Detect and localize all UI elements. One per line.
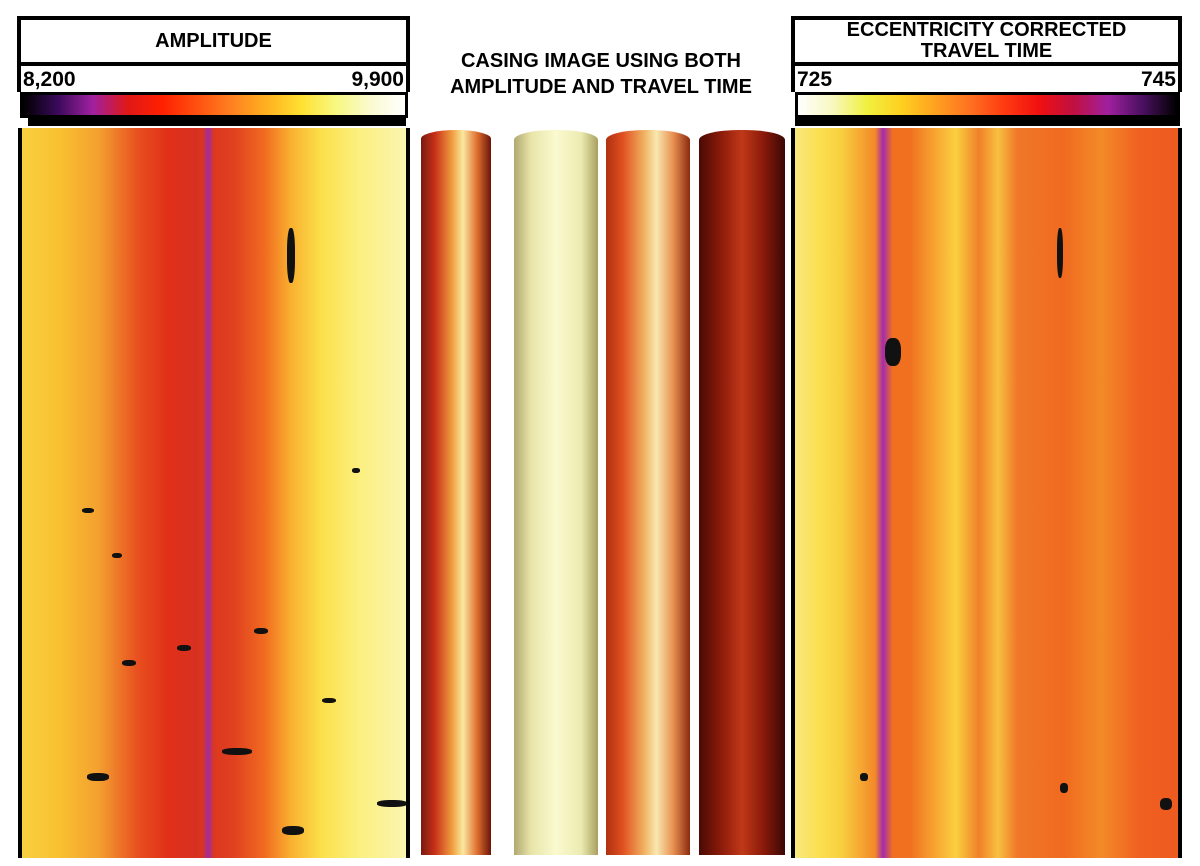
- amplitude-title: AMPLITUDE: [155, 29, 272, 52]
- pit-mark: [122, 660, 136, 666]
- amplitude-scale-labels: 8,200 9,900: [17, 66, 410, 92]
- pit-mark: [1060, 783, 1068, 793]
- casing-title-line1: CASING IMAGE USING BOTH: [460, 50, 741, 72]
- casing-cylinder-2: [514, 130, 598, 855]
- casing-cylinder-4: [699, 130, 785, 855]
- pit-mark: [377, 800, 406, 807]
- pit-mark: [82, 508, 94, 513]
- travel-time-color-scale: [795, 92, 1180, 118]
- pit-mark: [282, 826, 304, 835]
- travel-time-scale-labels: 725 745: [791, 66, 1182, 92]
- pit-mark: [352, 468, 360, 473]
- travel-time-title-line1: ECCENTRICITY CORRECTED: [846, 19, 1127, 41]
- pit-mark: [885, 338, 901, 366]
- pit-mark: [287, 228, 295, 283]
- amplitude-scale-min: 8,200: [23, 68, 76, 91]
- amplitude-color-scale: [20, 92, 408, 118]
- pit-mark: [177, 645, 191, 651]
- pit-mark: [112, 553, 122, 558]
- pit-mark: [1057, 228, 1063, 278]
- casing-title: CASING IMAGE USING BOTH AMPLITUDE AND TR…: [412, 48, 790, 100]
- casing-cylinder-1: [421, 130, 491, 855]
- pit-mark: [322, 698, 336, 703]
- pit-mark: [254, 628, 268, 634]
- travel-time-divider: [795, 118, 1180, 126]
- pit-mark: [87, 773, 109, 781]
- pit-mark: [222, 748, 252, 755]
- amplitude-scale-max: 9,900: [351, 68, 404, 91]
- travel-time-title-line2: TRAVEL TIME: [920, 40, 1053, 62]
- pit-mark: [860, 773, 868, 781]
- travel-time-scale-min: 725: [797, 68, 833, 91]
- amplitude-header: AMPLITUDE: [17, 16, 410, 66]
- travel-time-scale-max: 745: [1140, 68, 1176, 91]
- travel-time-image: [791, 128, 1182, 858]
- travel-time-header: ECCENTRICITY CORRECTED TRAVEL TIME: [791, 16, 1182, 66]
- pit-mark: [1160, 798, 1172, 810]
- amplitude-image: [18, 128, 410, 858]
- casing-cylinder-3: [606, 130, 690, 855]
- amplitude-divider: [28, 118, 406, 126]
- casing-title-line2: AMPLITUDE AND TRAVEL TIME: [450, 76, 752, 98]
